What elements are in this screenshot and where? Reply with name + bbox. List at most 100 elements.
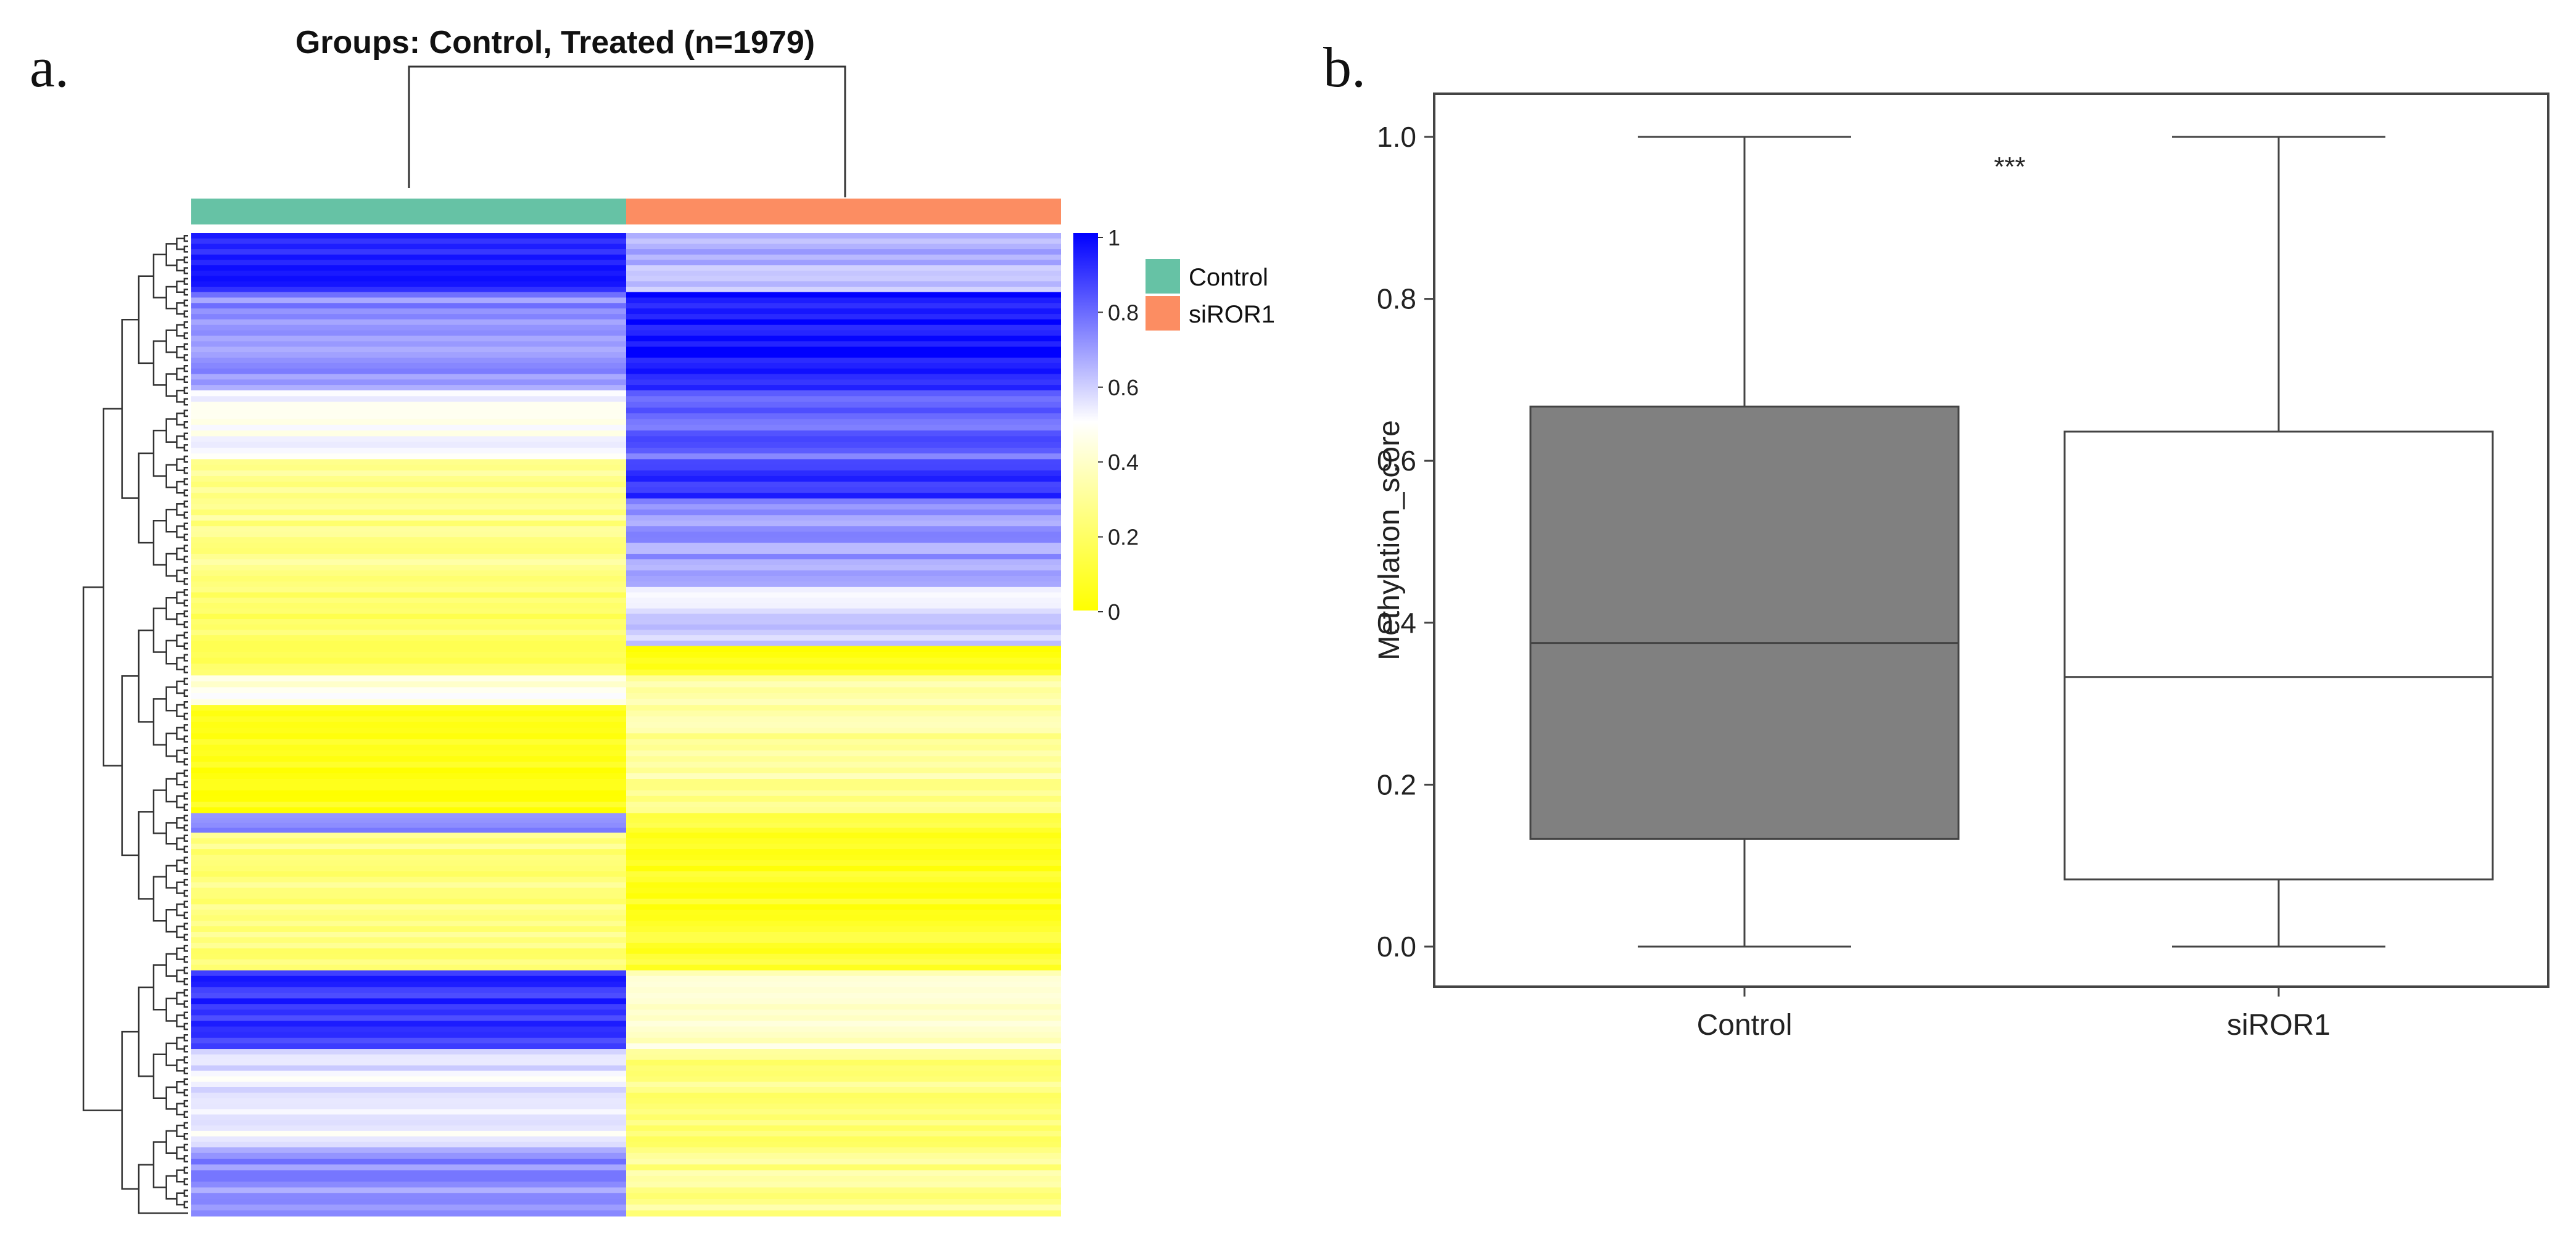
heatmap-cell — [626, 1049, 1061, 1055]
dendrogram-branch — [183, 1034, 188, 1042]
heatmap-cell — [626, 448, 1061, 454]
heatmap-cell — [626, 910, 1061, 916]
dendrogram-branch — [183, 815, 188, 821]
heatmap-cell — [626, 374, 1061, 380]
heatmap-cell — [626, 396, 1061, 403]
heatmap-cell — [626, 254, 1061, 261]
heatmap-cell — [191, 716, 626, 723]
heatmap-cell — [626, 413, 1061, 420]
heatmap-cell — [191, 733, 626, 740]
dendrogram-branch — [121, 319, 139, 499]
dendrogram-branch — [183, 245, 188, 253]
heatmap-cell — [191, 602, 626, 609]
dendrogram-branch — [183, 1022, 188, 1030]
heatmap-cell — [191, 898, 626, 905]
heatmap-cell — [626, 554, 1061, 560]
heatmap-cell — [626, 1098, 1061, 1104]
heatmap-cell — [191, 396, 626, 403]
heatmap-cell — [191, 374, 626, 380]
heatmap-cell — [191, 238, 626, 244]
heatmap-cell — [626, 652, 1061, 659]
dendrogram-branch — [165, 639, 177, 665]
y-axis-ticks: 0.0 0.2 0.4 0.6 0.8 1.0 — [1377, 121, 1434, 963]
heatmap-cell — [626, 871, 1061, 878]
dendrogram-branch — [165, 553, 177, 577]
dendrogram-branch — [183, 256, 188, 264]
heatmap-cell — [626, 1136, 1061, 1143]
legend-swatch-siror1 — [1146, 296, 1180, 331]
dendrogram-branch — [183, 235, 188, 242]
heatmap-cell — [626, 728, 1061, 734]
heatmap-cell — [626, 699, 1061, 705]
dendrogram-branch — [183, 432, 188, 440]
heatmap-cell — [191, 669, 626, 676]
dendrogram-branch — [176, 503, 184, 516]
dendrogram-branch — [165, 1086, 177, 1110]
dendrogram-branch — [183, 878, 188, 886]
dendrogram-branch — [176, 749, 184, 763]
heatmap-cell — [626, 1065, 1061, 1072]
heatmap-cell — [191, 1015, 626, 1022]
heatmap-cell — [191, 1193, 626, 1199]
dendrogram-branch — [176, 1037, 184, 1050]
heatmap-cell — [626, 635, 1061, 641]
heatmap-cell — [191, 614, 626, 620]
dendrogram-branch — [138, 275, 154, 364]
heatmap-cell — [191, 1147, 626, 1154]
heatmap-cell — [191, 543, 626, 549]
heatmap-cell — [626, 1182, 1061, 1188]
heatmap-cell — [191, 710, 626, 717]
dendrogram-branch — [121, 1030, 139, 1190]
heatmap-cell — [626, 1170, 1061, 1177]
dendrogram-branch — [183, 500, 188, 508]
heatmap-cell — [626, 249, 1061, 255]
dendrogram-branch — [176, 389, 184, 403]
heatmap-cell — [191, 1103, 626, 1110]
heatmap-cell — [191, 509, 626, 516]
heatmap-cell — [191, 586, 626, 593]
box-control — [1529, 136, 1960, 948]
dendrogram-branch — [183, 911, 188, 919]
heatmap-cell — [626, 464, 1061, 471]
heatmap-cell — [626, 953, 1061, 960]
dendrogram-branch — [165, 596, 177, 620]
heatmap-cell — [191, 286, 626, 293]
heatmap-cell — [626, 1021, 1061, 1027]
heatmap-cell — [191, 921, 626, 927]
dendrogram-branch — [183, 758, 188, 766]
heatmap-cell — [191, 1043, 626, 1050]
heatmap-cell — [191, 1182, 626, 1188]
heatmap-cell — [191, 619, 626, 625]
heatmap-cell — [626, 756, 1061, 763]
dendrogram-branch — [183, 409, 188, 417]
x-tick-label: siROR1 — [2227, 1009, 2330, 1042]
heatmap-cell — [626, 998, 1061, 1005]
heatmap-cell — [191, 976, 626, 982]
dendrogram-branch — [183, 1000, 188, 1008]
heatmap-cell — [191, 347, 626, 353]
dendrogram-branch — [183, 278, 188, 285]
heatmap-cell — [626, 1032, 1061, 1038]
heatmap-cell — [191, 646, 626, 652]
boxes — [1529, 136, 2494, 948]
dendrogram-branch — [183, 567, 188, 574]
heatmap-cell — [626, 419, 1061, 426]
heatmap-cell — [626, 893, 1061, 900]
dendrogram-branch — [183, 1201, 188, 1209]
heatmap-cell — [626, 1103, 1061, 1110]
heatmap-cell — [626, 575, 1061, 582]
dendrogram-branch — [183, 631, 188, 639]
heatmap-cell — [626, 281, 1061, 287]
heatmap-cell — [191, 442, 626, 448]
heatmap-cell — [626, 693, 1061, 700]
colorbar-tick-label: 1 — [1108, 225, 1120, 250]
heatmap-cell — [191, 385, 626, 391]
dendrogram-branch — [183, 834, 188, 842]
dendrogram-branch — [183, 1011, 188, 1019]
dendrogram-branch — [138, 811, 154, 900]
heatmap-cell — [191, 379, 626, 385]
heatmap-cell — [626, 779, 1061, 785]
heatmap-cell — [626, 470, 1061, 477]
heatmap-cell — [626, 1071, 1061, 1077]
